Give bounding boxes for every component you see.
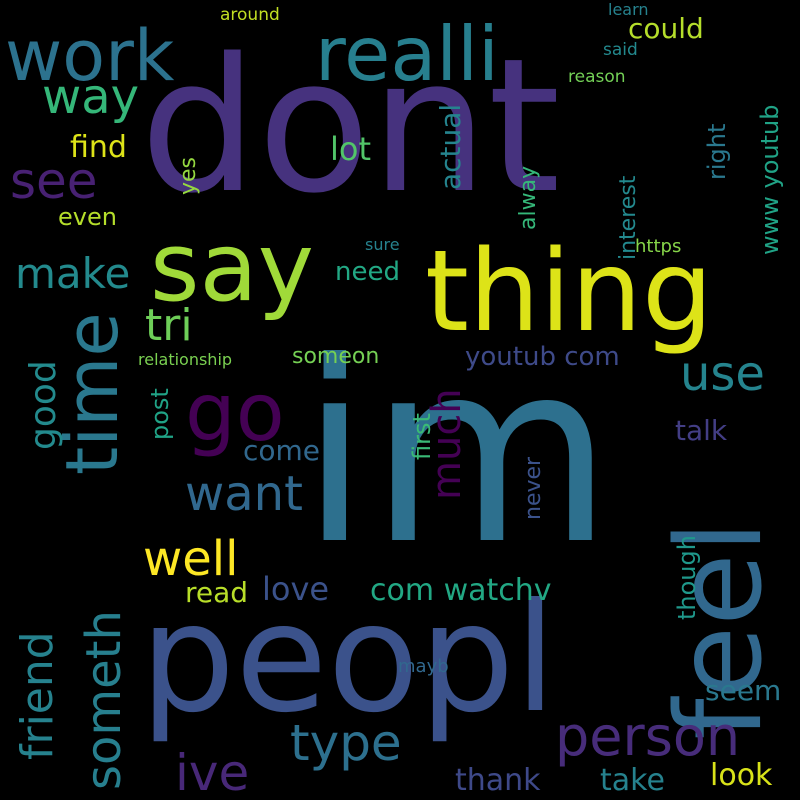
word-cloud-word: could: [628, 12, 704, 45]
word-cloud-word: someon: [292, 344, 379, 369]
word-cloud-word: com watchv: [370, 573, 552, 608]
word-cloud-word: look: [710, 758, 773, 793]
word-cloud-word: someth: [76, 610, 132, 790]
word-cloud-word: seem: [705, 674, 781, 707]
word-cloud-word: feel: [650, 520, 788, 740]
word-cloud-word: thank: [455, 763, 541, 798]
word-cloud-word: well: [143, 531, 238, 587]
word-cloud-word: yes: [176, 157, 201, 195]
word-cloud-word: youtub com: [465, 342, 620, 372]
word-cloud-word: dont: [140, 18, 560, 234]
word-cloud-word: though: [673, 535, 701, 620]
word-cloud-word: type: [290, 714, 402, 772]
word-cloud-word: ive: [175, 744, 249, 800]
word-cloud-word: work: [5, 15, 175, 97]
word-cloud-word: time: [50, 312, 134, 475]
word-cloud-word: www youtub: [756, 105, 784, 255]
word-cloud-word: im: [300, 308, 613, 599]
word-cloud-word: thing: [425, 227, 713, 357]
word-cloud-word: use: [680, 346, 765, 402]
word-cloud-word: find: [70, 130, 127, 165]
word-cloud-word: take: [600, 763, 665, 798]
word-cloud-word: learn: [608, 0, 649, 19]
word-cloud-word: post: [146, 388, 174, 440]
word-cloud-word: love: [262, 570, 329, 608]
word-cloud-word: sure: [365, 235, 400, 254]
word-cloud-word: read: [185, 576, 248, 609]
word-cloud-word: peopl: [140, 572, 556, 746]
word-cloud-word: right: [703, 124, 731, 180]
word-cloud-word: relationship: [138, 350, 232, 369]
word-cloud-word: reason: [568, 67, 626, 87]
word-cloud-word: even: [58, 203, 117, 231]
word-cloud-word: around: [220, 5, 280, 25]
word-cloud-word: need: [335, 257, 400, 287]
word-cloud-word: first: [408, 413, 436, 460]
word-cloud-word: come: [243, 434, 320, 467]
word-cloud-word: alway: [516, 166, 541, 230]
word-cloud-word: want: [185, 466, 303, 522]
word-cloud-word: make: [15, 249, 130, 298]
word-cloud-word: friend: [12, 631, 63, 760]
word-cloud-word: said: [603, 40, 638, 60]
word-cloud-word: good: [23, 360, 64, 450]
word-cloud-word: https: [635, 236, 681, 257]
word-cloud-word: realli: [315, 10, 499, 98]
word-cloud-word: see: [10, 152, 98, 210]
word-cloud-word: person: [555, 705, 740, 768]
word-cloud-word: never: [521, 456, 546, 520]
word-cloud-word: actual: [434, 104, 467, 190]
word-cloud-word: mayb: [398, 656, 449, 677]
word-cloud-word: interest: [616, 175, 641, 260]
word-cloud-word: talk: [675, 414, 728, 447]
word-cloud-word: way: [42, 69, 139, 125]
word-cloud-word: say: [150, 213, 314, 323]
word-cloud-word: tri: [145, 300, 193, 351]
word-cloud-word: go: [185, 366, 285, 459]
word-cloud-word: lot: [330, 130, 371, 168]
word-cloud-word: much: [424, 388, 470, 500]
